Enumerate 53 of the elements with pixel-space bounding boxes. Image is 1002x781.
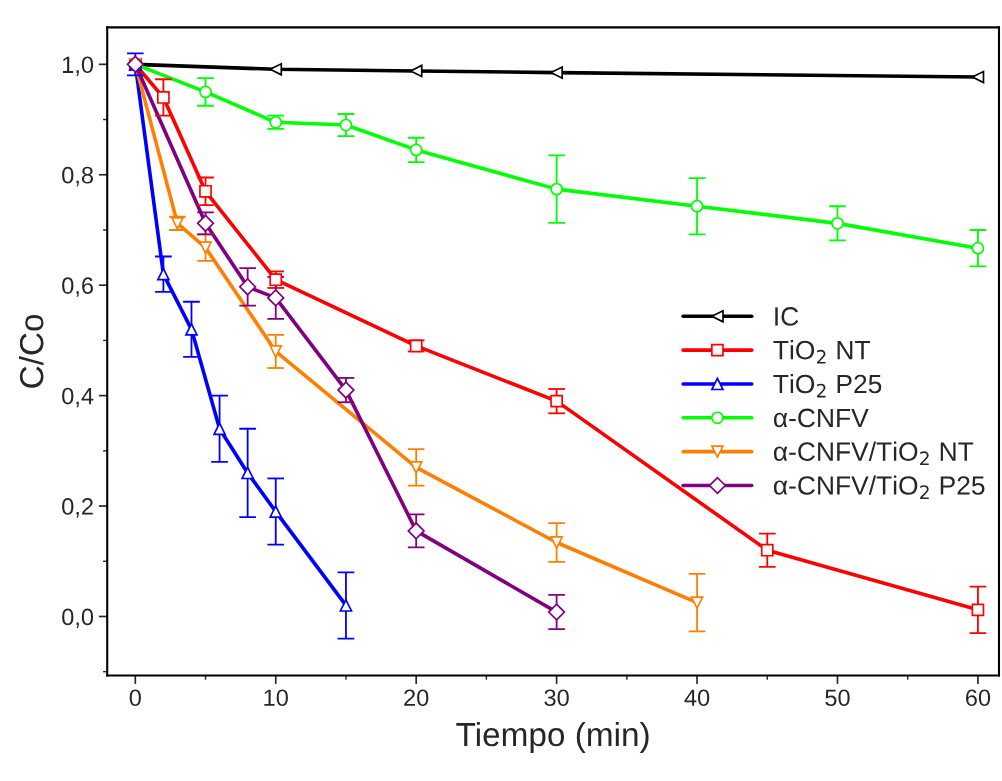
point xyxy=(339,118,353,132)
legend-label: α-CNFV/TiO$_{2}$ NT xyxy=(773,441,974,466)
x-tick-label: 60 xyxy=(966,689,991,707)
y-axis-title: C/Co xyxy=(19,314,44,388)
point xyxy=(760,543,774,557)
point xyxy=(269,505,283,518)
point xyxy=(156,91,170,104)
legend-label: TiO$_{2}$ NT xyxy=(773,340,870,364)
point xyxy=(267,289,285,307)
point xyxy=(409,64,423,78)
point xyxy=(269,345,283,358)
point xyxy=(547,603,566,621)
x-tick-label: 10 xyxy=(264,689,288,707)
point xyxy=(199,241,212,255)
point xyxy=(269,62,283,76)
x-tick-label: 20 xyxy=(404,689,429,707)
point xyxy=(550,66,564,80)
point xyxy=(971,241,985,255)
point xyxy=(690,199,704,213)
point xyxy=(238,278,257,296)
x-tick-label: 30 xyxy=(544,689,569,707)
y-tick-label: 0,4 xyxy=(62,387,94,408)
y-tick-label: 1,0 xyxy=(63,56,94,76)
point xyxy=(550,394,564,408)
y-tick-label: 0,6 xyxy=(62,277,93,297)
point xyxy=(407,522,425,540)
y-tick-label: 0,0 xyxy=(62,608,94,629)
point xyxy=(337,381,355,399)
point xyxy=(185,322,198,336)
x-axis-title: Tiempo (min) xyxy=(456,721,649,753)
point xyxy=(339,599,353,612)
legend-label: IC xyxy=(775,307,799,326)
point xyxy=(831,216,844,230)
legend-label: α-CNFV xyxy=(773,408,869,428)
x-tick-label: 50 xyxy=(825,689,850,707)
point xyxy=(199,184,212,198)
y-tick-label: 0,2 xyxy=(62,498,93,518)
x-tick-label: 0 xyxy=(129,689,141,707)
point xyxy=(199,85,212,99)
point xyxy=(241,466,255,480)
x-tick-label: 40 xyxy=(684,689,710,707)
point xyxy=(409,143,423,157)
point xyxy=(409,461,423,474)
point xyxy=(690,596,704,610)
point xyxy=(550,182,564,196)
point xyxy=(971,70,985,84)
point xyxy=(156,267,170,281)
y-tick-label: 0,8 xyxy=(62,166,93,187)
point xyxy=(971,603,985,617)
point xyxy=(550,536,564,549)
legend-label: α-CNFV/TiO$_{2}$ P25 xyxy=(773,475,985,499)
point xyxy=(213,422,226,436)
legend-label: TiO$_{2}$ P25 xyxy=(773,373,882,398)
